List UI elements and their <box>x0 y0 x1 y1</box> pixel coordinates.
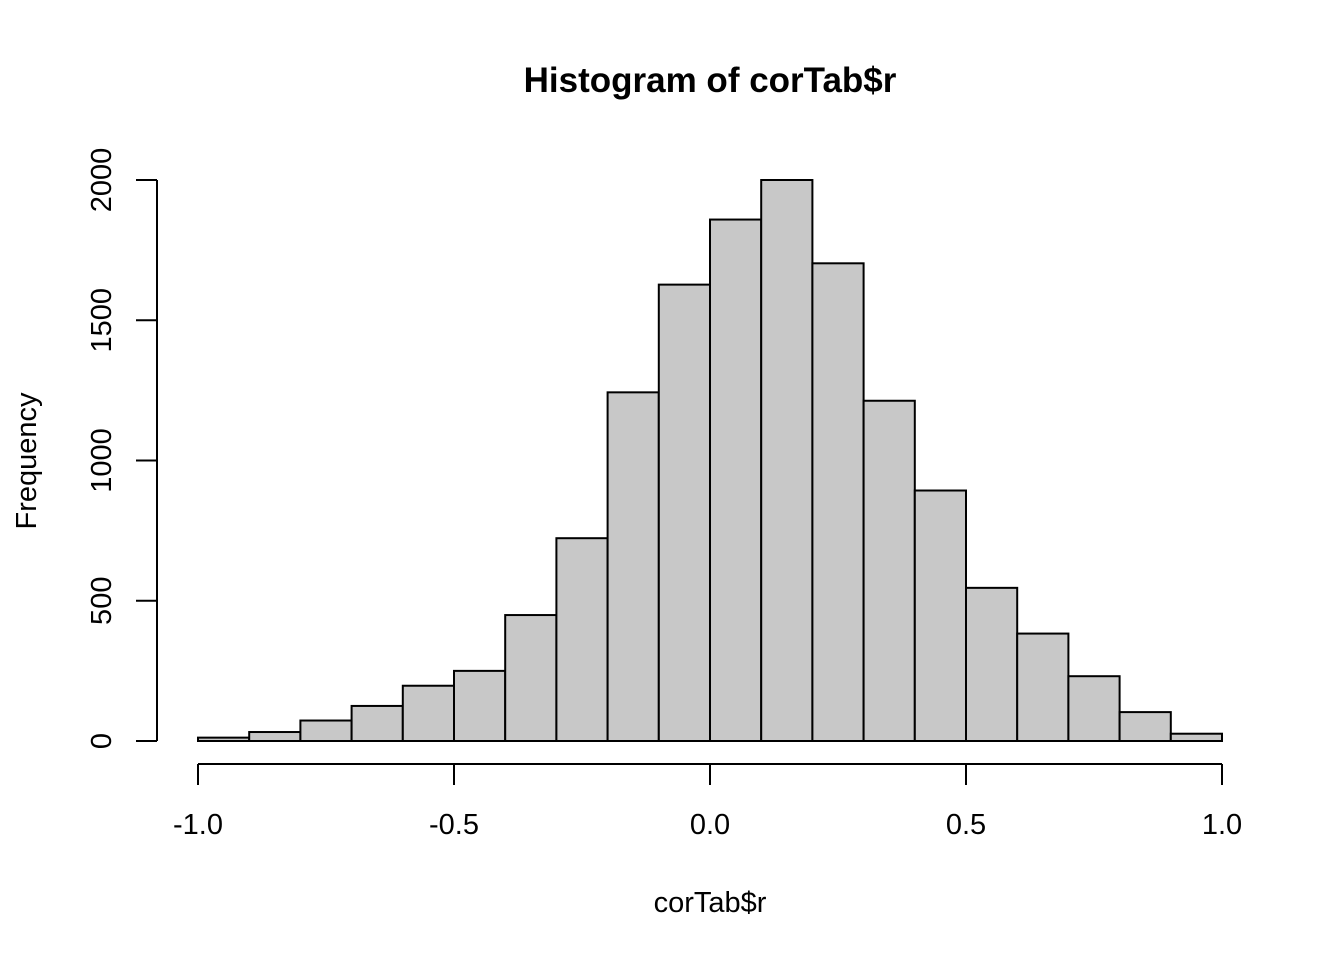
histogram-bar <box>657 283 711 742</box>
histogram-bar <box>1067 675 1121 743</box>
y-tick-label: 0 <box>86 733 118 749</box>
x-axis: -1.0 -0.5 0.0 0.5 1.0 <box>173 763 1242 841</box>
histogram-bar <box>606 391 660 742</box>
y-tick-label: 2000 <box>86 148 118 213</box>
histogram-bar <box>811 262 865 742</box>
x-tick-label: 0.5 <box>946 809 986 841</box>
y-axis-label: Frequency <box>11 392 43 530</box>
histogram-bar <box>1118 711 1172 743</box>
histogram-bar <box>453 669 507 742</box>
histogram-bar <box>709 218 763 743</box>
histogram-bar <box>299 719 353 742</box>
bars-group <box>197 179 1224 743</box>
histogram-bar <box>248 731 302 742</box>
histogram-bar <box>555 537 609 742</box>
histogram-bar <box>350 704 404 742</box>
x-tick-label: 0.0 <box>690 809 730 841</box>
y-axis: 0 500 1000 1500 2000 <box>86 148 158 749</box>
histogram-bar <box>1016 632 1070 742</box>
histogram-bar <box>913 489 967 742</box>
x-tick-label: 1.0 <box>1202 809 1242 841</box>
histogram-bar <box>401 684 455 743</box>
y-tick-label: 1000 <box>86 428 118 493</box>
histogram-bar <box>197 736 251 742</box>
histogram-bar <box>1169 732 1224 742</box>
x-axis-label: corTab$r <box>654 887 767 919</box>
chart-title: Histogram of corTab$r <box>524 61 897 100</box>
x-tick-label: -1.0 <box>173 809 223 841</box>
histogram-bar <box>965 586 1019 742</box>
y-tick-label: 500 <box>86 577 118 625</box>
histogram-bar <box>760 179 814 742</box>
histogram-bar <box>862 399 916 742</box>
x-tick-label: -0.5 <box>429 809 479 841</box>
histogram-bar <box>504 614 558 742</box>
y-tick-label: 1500 <box>86 288 118 353</box>
